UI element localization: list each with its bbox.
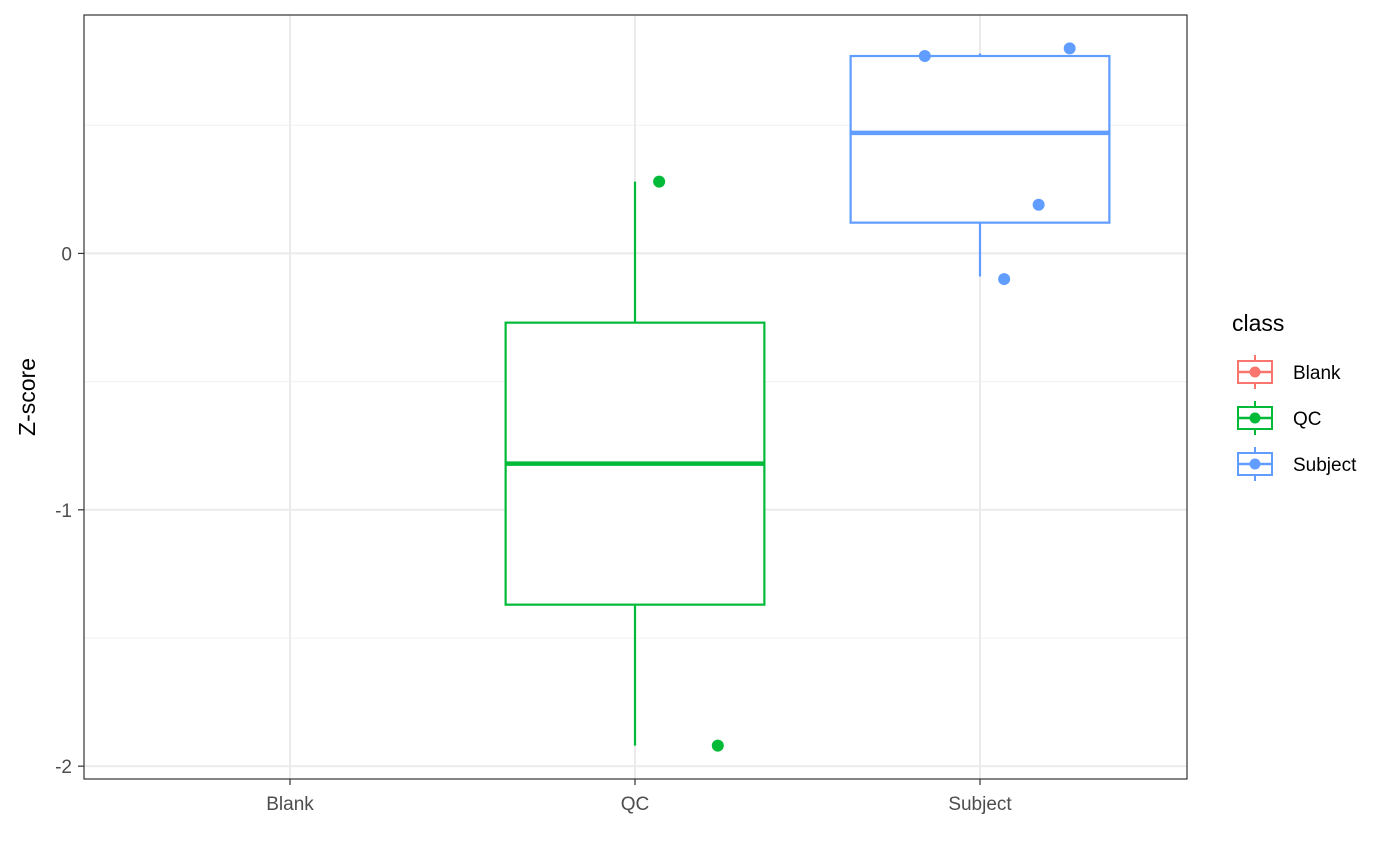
x-tick-label: QC xyxy=(621,794,650,815)
data-point xyxy=(653,175,666,188)
legend-label: Blank xyxy=(1293,363,1341,384)
legend-title: class xyxy=(1232,310,1284,336)
legend: class Blank QC Subject xyxy=(1232,310,1357,481)
box-body xyxy=(849,54,1111,224)
y-tick-label: -2 xyxy=(55,757,72,778)
legend-key-point xyxy=(1249,458,1261,470)
y-tick-label: 0 xyxy=(61,244,72,265)
y-axis-title: Z-score xyxy=(14,358,40,436)
legend-key-point xyxy=(1249,412,1261,424)
data-point xyxy=(1032,198,1045,211)
legend-label: Subject xyxy=(1293,455,1357,476)
data-point xyxy=(711,739,724,752)
y-axis: -2 -1 0 xyxy=(55,244,84,778)
legend-key-point xyxy=(1249,366,1261,378)
box-subject xyxy=(849,53,1111,277)
x-axis: Blank QC Subject xyxy=(266,779,1012,815)
data-point xyxy=(1063,42,1076,55)
box-layer xyxy=(504,53,1111,746)
legend-label: QC xyxy=(1293,409,1322,430)
legend-item-subject: Subject xyxy=(1237,447,1357,481)
box-qc xyxy=(504,181,766,746)
data-point xyxy=(998,273,1011,286)
point-layer xyxy=(653,42,1076,752)
x-tick-label: Blank xyxy=(266,794,314,815)
x-tick-label: Subject xyxy=(948,794,1012,815)
y-tick-label: -1 xyxy=(55,501,72,522)
legend-item-qc: QC xyxy=(1237,401,1322,435)
data-point xyxy=(918,50,931,63)
legend-item-blank: Blank xyxy=(1237,355,1341,389)
